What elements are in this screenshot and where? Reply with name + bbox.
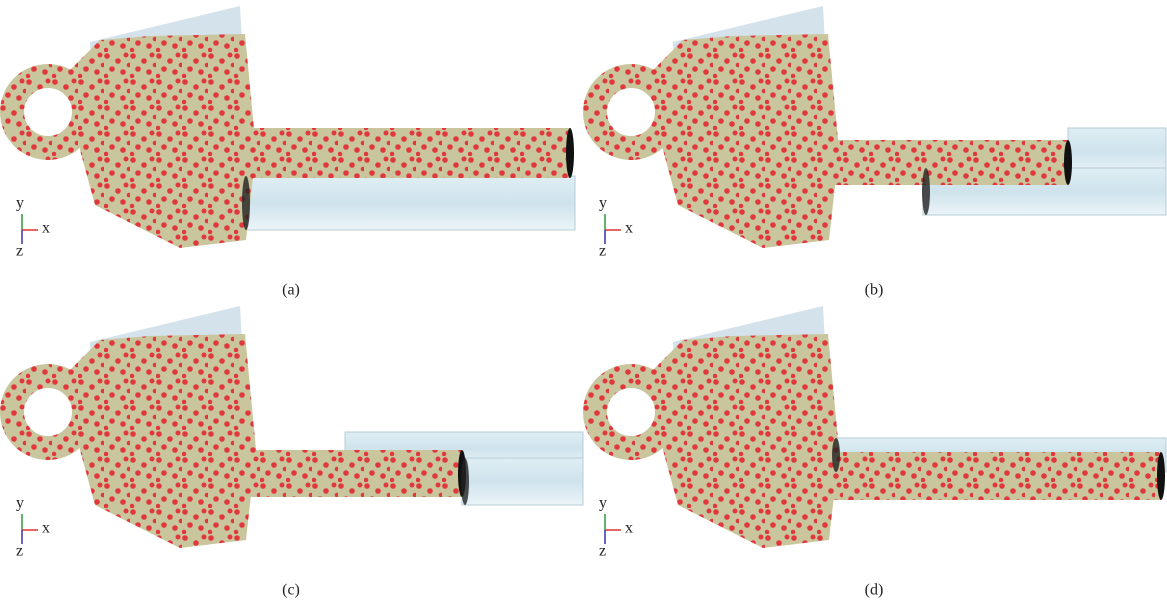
axis-label: x: [42, 520, 50, 537]
axis-label: y: [599, 195, 607, 212]
glass-pipe: [243, 176, 575, 230]
particle-pipe: [250, 450, 462, 497]
axis-label: z: [16, 243, 23, 260]
panel: y x z (a): [12, 6, 575, 299]
body: [70, 34, 256, 248]
body: [653, 334, 839, 548]
pipe-end: [1064, 140, 1072, 185]
axis-label: z: [599, 543, 606, 560]
panel: y x z (b): [595, 6, 1166, 299]
particle-pipe: [833, 140, 1068, 185]
particle-pipe: [250, 128, 570, 178]
body: [70, 334, 256, 548]
pipe-end: [832, 438, 840, 472]
panel: y x z (c): [12, 306, 583, 599]
pipe-end: [242, 176, 250, 230]
axis-label: y: [16, 195, 24, 212]
particle-pipe: [833, 452, 1161, 500]
panel: y x z (d): [595, 306, 1166, 599]
axis-label: z: [599, 243, 606, 260]
axis-label: x: [625, 520, 633, 537]
glass-pipe: [462, 458, 583, 505]
caption: (b): [865, 282, 884, 299]
caption: (d): [865, 582, 884, 599]
axis-label: x: [42, 220, 50, 237]
axis-label: x: [625, 220, 633, 237]
body: [653, 34, 839, 248]
pipe-end: [1157, 452, 1165, 500]
axis-label: z: [16, 543, 23, 560]
caption: (a): [282, 282, 300, 299]
caption: (c): [282, 582, 300, 599]
axis-label: y: [599, 495, 607, 512]
pipe-end: [461, 458, 469, 505]
axis-label: y: [16, 495, 24, 512]
pipe-end: [566, 128, 574, 178]
figure: y x z (a) y x z (b) y x z (c) y x z (d): [0, 0, 1167, 605]
pipe-end: [922, 168, 930, 215]
